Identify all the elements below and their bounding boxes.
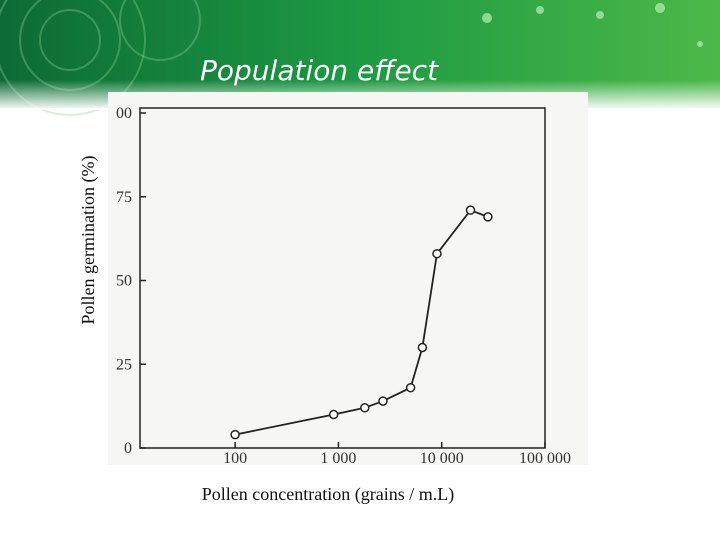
chart-image xyxy=(108,92,588,465)
y-axis-label: Pollen germination (%) xyxy=(78,156,99,325)
y-tick-label: 25 xyxy=(116,356,132,373)
x-tick-label: 100 000 xyxy=(519,450,571,467)
slide-title: Population effect xyxy=(200,54,439,87)
data-point xyxy=(417,342,428,353)
y-tick-label: 75 xyxy=(116,189,132,206)
data-point xyxy=(465,205,476,215)
y-tick-label: 0 xyxy=(124,440,132,457)
data-point xyxy=(405,382,416,393)
x-tick-label: 10 000 xyxy=(420,450,464,467)
x-tick-label: 100 xyxy=(223,450,247,467)
plot-frame xyxy=(139,107,546,449)
data-point xyxy=(483,212,493,222)
data-point xyxy=(378,396,388,406)
data-point xyxy=(432,248,442,259)
y-tick-label: 50 xyxy=(116,273,132,290)
banner-dots xyxy=(482,3,703,47)
data-point xyxy=(360,403,370,413)
x-tick-label: 1 000 xyxy=(320,450,356,467)
y-tick-label: 00 xyxy=(116,105,132,122)
data-point xyxy=(230,429,240,440)
data-point xyxy=(328,409,339,420)
x-axis-label: Pollen concentration (grains / m.L) xyxy=(202,484,454,505)
